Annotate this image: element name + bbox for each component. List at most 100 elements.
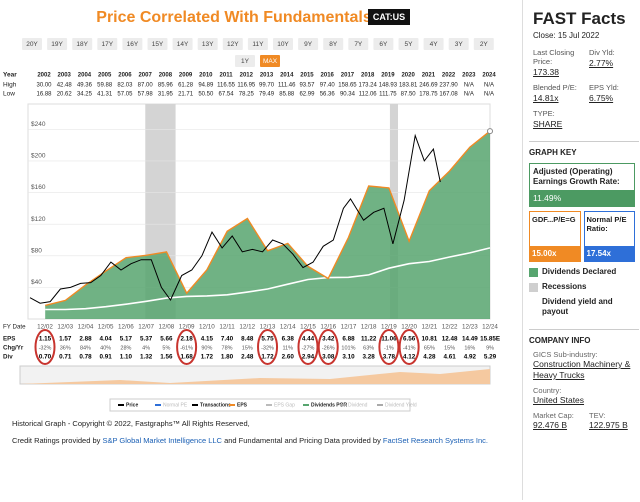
table-cell: 57.98 — [138, 92, 154, 98]
range-label[interactable]: 6Y — [379, 41, 388, 48]
table-cell: 10.81 — [421, 336, 437, 343]
legend-label[interactable]: Normal PE — [163, 402, 188, 408]
range-button[interactable] — [72, 38, 93, 50]
range-button[interactable] — [260, 55, 280, 67]
range-button[interactable] — [473, 38, 494, 50]
fact-value[interactable]: SHARE — [533, 119, 563, 129]
legend-label[interactable]: EPS — [237, 402, 248, 408]
range-label[interactable]: 18Y — [76, 41, 88, 48]
range-label[interactable]: 19Y — [51, 41, 63, 48]
ticker: CAT:US — [373, 12, 405, 22]
legend-label[interactable]: Dividend — [348, 402, 368, 408]
range-label[interactable]: 20Y — [26, 41, 38, 48]
table-cell: 87.50 — [401, 92, 417, 98]
table-cell: 12/19 — [381, 324, 397, 331]
range-label[interactable]: 16Y — [127, 41, 139, 48]
range-label[interactable]: 10Y — [277, 41, 289, 48]
legend-label[interactable]: Transactions — [200, 402, 231, 408]
table-cell: 1.80 — [221, 354, 234, 361]
range-label[interactable]: 17Y — [102, 41, 114, 48]
table-cell: 111.46 — [278, 83, 296, 89]
table-cell: 4.61 — [443, 354, 456, 361]
table-cell: 7.40 — [221, 336, 234, 343]
range-label[interactable]: MAX — [263, 58, 278, 65]
table-cell: 79.49 — [259, 92, 275, 98]
range-button[interactable] — [448, 38, 469, 50]
fact-value[interactable]: 14.81x — [533, 93, 559, 103]
legend-label[interactable]: Dividend Yield — [385, 402, 417, 408]
range-label[interactable]: 9Y — [304, 41, 313, 48]
range-label[interactable]: 8Y — [329, 41, 338, 48]
range-button[interactable] — [97, 38, 118, 50]
gdf-value: 15.00x — [530, 246, 580, 261]
range-label[interactable]: 2Y — [480, 41, 489, 48]
field-value[interactable]: Construction Machinery & Heavy Trucks — [533, 359, 631, 380]
row-label: Low — [3, 91, 15, 98]
range-button[interactable] — [348, 38, 369, 50]
range-label[interactable]: 14Y — [177, 41, 189, 48]
fact: TYPE: SHARE — [533, 109, 589, 129]
table-cell: 97.40 — [320, 83, 336, 89]
range-button[interactable] — [273, 38, 293, 50]
range-label[interactable]: 1Y — [241, 58, 250, 65]
range-button[interactable] — [197, 38, 218, 50]
fact-label: Last Closing Price: — [533, 48, 575, 66]
range-button[interactable] — [222, 38, 243, 50]
range-button[interactable] — [373, 38, 394, 50]
range-button[interactable] — [47, 38, 68, 50]
company-pair: Market Cap: 92.476 B TEV: 122.975 B — [533, 406, 639, 431]
range-label[interactable]: 12Y — [227, 41, 239, 48]
legend-label[interactable]: Dividends POR — [311, 402, 348, 408]
table-cell: 40% — [100, 345, 111, 351]
range-button[interactable] — [298, 38, 319, 50]
range-label[interactable]: 7Y — [354, 41, 363, 48]
table-cell: 78% — [222, 345, 233, 351]
growth-label: Adjusted (Operating) Earnings Growth Rat… — [533, 167, 620, 186]
table-cell: 5.17 — [120, 336, 133, 343]
graph-panel: Price Correlated With Fundamentals CAT:U… — [3, 9, 500, 445]
table-cell: 2021 — [422, 73, 436, 79]
table-cell: 42.48 — [57, 83, 73, 89]
table-cell: 2010 — [199, 73, 213, 79]
table-cell: 4.28 — [423, 354, 436, 361]
earnings-end — [487, 128, 493, 135]
table-cell: 2004 — [78, 73, 92, 79]
table-cell: 12/20 — [401, 324, 417, 331]
range-label[interactable]: 11Y — [252, 41, 264, 48]
range-button[interactable] — [398, 38, 419, 50]
fact-value[interactable]: 173.38 — [533, 67, 559, 77]
highlight-circle — [398, 329, 420, 365]
table-cell: 0.71 — [59, 354, 72, 361]
table-cell: 34.25 — [77, 92, 93, 98]
table-cell: 93.57 — [299, 83, 315, 89]
table-cell: 12/10 — [199, 324, 215, 331]
range-label[interactable]: 4Y — [430, 41, 439, 48]
range-button[interactable] — [235, 55, 255, 67]
range-button[interactable] — [172, 38, 193, 50]
range-button[interactable] — [323, 38, 344, 50]
legend-label[interactable]: EPS Gap — [274, 402, 295, 408]
credit-part[interactable]: S&P Global Market Intelligence LLC — [102, 436, 222, 445]
y-tick-label: $120 — [31, 216, 46, 223]
range-button[interactable] — [122, 38, 143, 50]
range-label[interactable]: 15Y — [152, 41, 164, 48]
range-button[interactable] — [423, 38, 444, 50]
range-label[interactable]: 3Y — [455, 41, 464, 48]
range-label[interactable]: 5Y — [405, 41, 414, 48]
table-cell: 12/03 — [57, 324, 73, 331]
legend-label[interactable]: Price — [126, 402, 138, 408]
fact-value[interactable]: 6.75% — [589, 93, 614, 103]
table-cell: 15% — [444, 345, 455, 351]
range-button[interactable] — [147, 38, 168, 50]
table-cell: 158.65 — [338, 83, 357, 89]
fact-value[interactable]: 2.77% — [589, 58, 614, 68]
growth-value: 11.49% — [530, 190, 634, 206]
range-button[interactable] — [22, 38, 42, 50]
table-cell: 49.36 — [77, 83, 93, 89]
growth-box: Adjusted (Operating) Earnings Growth Rat… — [529, 163, 635, 207]
credit-part[interactable]: FactSet Research Systems Inc. — [383, 436, 488, 445]
table-cell: 2015 — [300, 73, 314, 79]
field-value[interactable]: United States — [533, 395, 585, 405]
range-button[interactable] — [247, 38, 268, 50]
range-label[interactable]: 13Y — [202, 41, 214, 48]
